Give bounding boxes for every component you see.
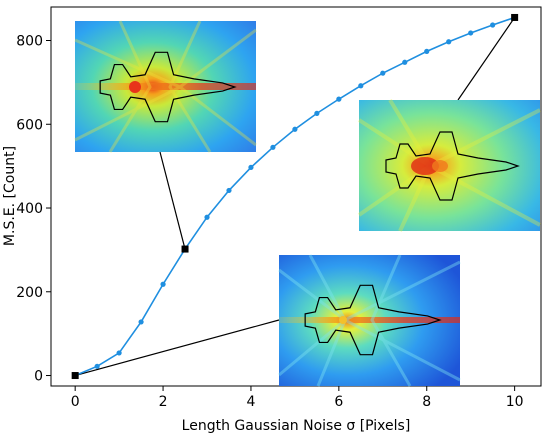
x-tick-label: 6 <box>334 394 343 410</box>
data-point <box>292 126 298 132</box>
data-point <box>468 30 474 36</box>
data-point <box>138 319 144 325</box>
data-point <box>116 350 122 356</box>
data-point <box>160 281 166 287</box>
data-point <box>94 363 100 369</box>
mse-series <box>71 13 519 380</box>
heatmap-inset-sigma-0 <box>278 254 461 387</box>
highlighted-point <box>181 245 189 253</box>
connector-line <box>159 151 186 250</box>
data-point <box>314 110 320 116</box>
data-point <box>424 48 430 54</box>
y-tick-label: 800 <box>16 34 43 50</box>
x-tick-label: 8 <box>422 394 431 410</box>
x-axis-label: Length Gaussian Noise σ [Pixels] <box>182 418 411 434</box>
y-tick-label: 0 <box>34 369 43 385</box>
inset-connectors <box>75 17 516 377</box>
axis-ticks: 0 2 4 6 8 10 0 200 400 600 800 <box>16 34 523 410</box>
data-point <box>336 96 342 102</box>
heatmap-inset-sigma-10 <box>357 98 541 232</box>
highlighted-point <box>71 372 79 380</box>
x-tick-label: 10 <box>506 394 524 410</box>
data-point <box>248 164 254 170</box>
y-tick-label: 200 <box>16 285 43 301</box>
x-tick-label: 4 <box>246 394 255 410</box>
y-axis-label: M.S.E. [Count] <box>2 146 18 246</box>
connector-line <box>457 17 516 101</box>
heatmap-inset-sigma-2.5 <box>74 20 257 153</box>
data-point <box>402 59 408 65</box>
data-point <box>270 144 276 150</box>
y-tick-label: 600 <box>16 117 43 133</box>
y-tick-label: 400 <box>16 201 43 217</box>
data-point <box>358 83 364 89</box>
data-point <box>226 187 232 194</box>
connector-line <box>75 319 280 377</box>
data-point <box>204 214 210 220</box>
data-point <box>446 39 452 45</box>
data-point <box>380 70 386 76</box>
highlighted-point <box>511 13 519 21</box>
data-point <box>490 22 496 28</box>
x-tick-label: 0 <box>71 394 80 410</box>
x-tick-label: 2 <box>159 394 168 410</box>
